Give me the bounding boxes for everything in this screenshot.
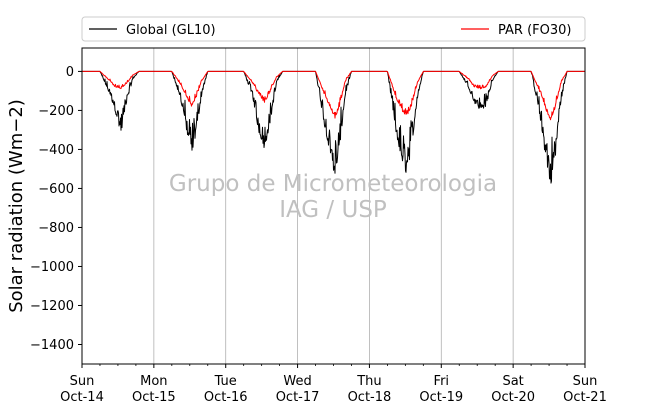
y-tick-label: −1400	[30, 338, 74, 353]
x-tick-label-day: Fri	[434, 374, 450, 389]
y-tick-label: −200	[38, 104, 74, 119]
x-axis: SunOct-14MonOct-15TueOct-16WedOct-17ThuO…	[60, 364, 607, 405]
y-tick-label: −400	[38, 143, 74, 158]
x-tick-label-day: Sun	[573, 374, 598, 389]
watermark: Grupo de Micrometeorologia IAG / USP	[169, 171, 497, 223]
x-tick-label-date: Oct-18	[348, 390, 392, 405]
y-tick-label: −1000	[30, 260, 74, 275]
watermark-line-2: IAG / USP	[279, 197, 387, 223]
x-tick-label-day: Tue	[214, 374, 237, 389]
y-axis-label: Solar radiation (Wm−2)	[6, 99, 27, 313]
x-tick-label-date: Oct-15	[132, 390, 176, 405]
series-line-par	[82, 70, 585, 121]
series-line-global	[82, 70, 585, 184]
x-tick-label-day: Sat	[502, 374, 523, 389]
x-tick-label-date: Oct-16	[204, 390, 248, 405]
x-tick-label-date: Oct-17	[276, 390, 320, 405]
legend-label-par: PAR (FO30)	[498, 23, 571, 38]
x-tick-label-date: Oct-20	[491, 390, 535, 405]
y-axis: 0 −200 −400 −600 −800 −1000 −1200 −1400	[30, 65, 82, 353]
vertical-gridlines	[153, 48, 514, 364]
legend: Global (GL10) PAR (FO30)	[81, 16, 586, 42]
legend-label-global: Global (GL10)	[126, 23, 216, 38]
x-tick-label-date: Oct-19	[419, 390, 463, 405]
y-tick-label: −800	[38, 221, 74, 236]
x-tick-label-day: Sun	[70, 374, 95, 389]
series-lines	[82, 70, 585, 184]
y-tick-label: −1200	[30, 299, 74, 314]
legend-box	[81, 16, 586, 42]
x-tick-label-day: Mon	[140, 374, 167, 389]
x-tick-label-date: Oct-21	[563, 390, 607, 405]
x-tick-label-day: Thu	[356, 374, 381, 389]
x-tick-label-day: Wed	[283, 374, 311, 389]
watermark-line-1: Grupo de Micrometeorologia	[169, 171, 497, 197]
y-tick-label: −600	[38, 182, 74, 197]
x-tick-label-date: Oct-14	[60, 390, 104, 405]
y-tick-label: 0	[66, 65, 74, 80]
